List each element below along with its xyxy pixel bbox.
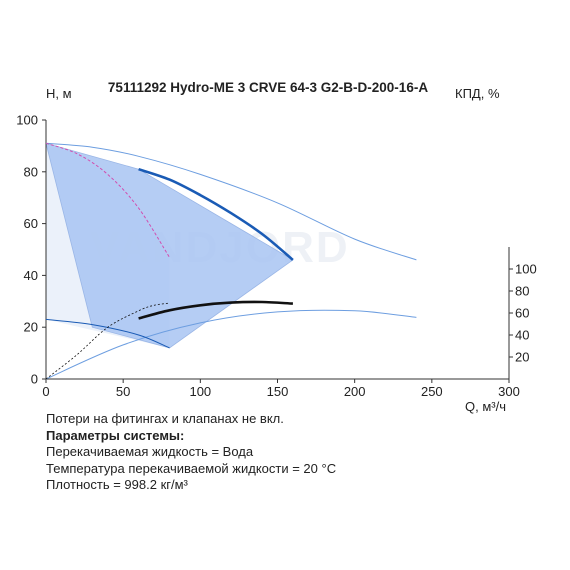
y2-tick-label: 40 <box>515 328 529 343</box>
note-fluid: Перекачиваемая жидкость = Вода <box>46 444 254 459</box>
x-tick-label: 0 <box>42 384 49 399</box>
y2-tick-label: 100 <box>515 262 537 277</box>
system-notes: Потери на фитингах и клапанах не вкл. Па… <box>46 411 336 494</box>
head-curve-min <box>45 318 170 349</box>
y2-tick-label: 60 <box>515 306 529 321</box>
note-params-heading: Параметры системы: <box>46 427 185 443</box>
x-tick-label: 150 <box>267 384 289 399</box>
efficiency-curve-nominal <box>138 300 293 320</box>
efficiency-curve-min <box>45 302 170 380</box>
magenta-limit-curve <box>45 142 170 258</box>
head-curve-nominal <box>138 167 294 261</box>
plot-area: 0 50 100 150 200 250 300 0 20 40 60 80 100 20 40 60 80 10… <box>16 113 536 400</box>
x-tick-label: 250 <box>421 384 443 399</box>
note-temperature: Температура перекачиваемой жидкости = 20… <box>46 460 337 476</box>
efficiency-curve-max <box>45 309 417 380</box>
y2-axis-label: КПД, % <box>455 86 500 101</box>
note-density: Плотность = 998.2 кг/м³ <box>46 477 188 492</box>
y-tick-label: 20 <box>24 320 38 335</box>
y2-tick-label: 80 <box>515 284 529 299</box>
x-tick-label: 200 <box>344 384 366 399</box>
x-tick-label: 100 <box>189 384 211 399</box>
y-tick-label: 60 <box>24 216 38 231</box>
x-axis-label: Q, м³/ч <box>465 399 506 414</box>
y-tick-label: 40 <box>24 268 38 283</box>
y-tick-label: 80 <box>24 164 38 179</box>
y-tick-label: 100 <box>16 113 38 128</box>
chart-title: 75111292 Hydro-ME 3 CRVE 64-3 G2-B-D-200… <box>108 80 428 95</box>
x-tick-label: 50 <box>116 384 130 399</box>
head-curve-max <box>45 142 417 261</box>
y-tick-label: 0 <box>31 372 38 387</box>
y2-tick-label: 20 <box>515 350 529 365</box>
y-axis-label: H, м <box>46 86 72 101</box>
x-tick-label: 300 <box>498 384 520 399</box>
note-losses: Потери на фитингах и клапанах не вкл. <box>46 411 284 426</box>
